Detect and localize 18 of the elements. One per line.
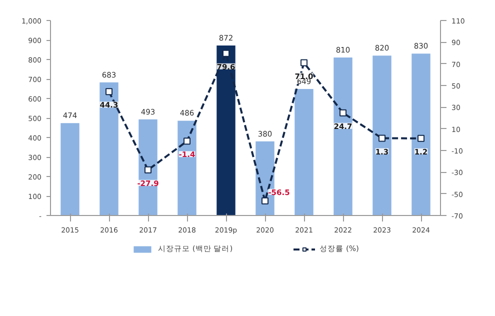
point <box>340 109 346 116</box>
bar <box>372 56 392 216</box>
bar <box>334 58 352 216</box>
bar <box>178 120 196 216</box>
bar <box>294 88 314 216</box>
bar <box>60 123 80 216</box>
bar <box>138 119 158 216</box>
point <box>222 50 230 57</box>
point <box>378 134 386 142</box>
bar <box>100 82 118 216</box>
bar <box>412 54 430 216</box>
bar <box>216 45 236 216</box>
point <box>106 88 112 96</box>
point <box>184 138 190 145</box>
point <box>418 134 424 142</box>
point <box>300 59 308 66</box>
point <box>262 197 268 204</box>
point <box>144 166 152 174</box>
